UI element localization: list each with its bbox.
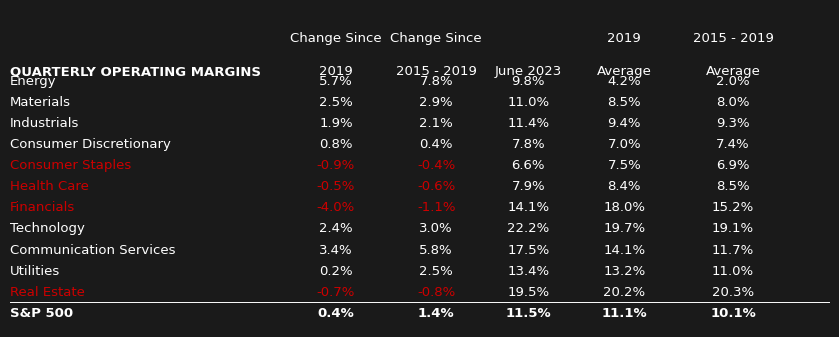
Text: 11.0%: 11.0% xyxy=(507,96,550,109)
Text: 0.4%: 0.4% xyxy=(317,307,354,320)
Text: 13.4%: 13.4% xyxy=(507,265,550,278)
Text: 7.9%: 7.9% xyxy=(512,180,545,193)
Text: Technology: Technology xyxy=(10,222,85,236)
Text: 9.8%: 9.8% xyxy=(512,75,545,88)
Text: S&P 500: S&P 500 xyxy=(10,307,73,320)
Text: -0.6%: -0.6% xyxy=(417,180,456,193)
Text: 8.5%: 8.5% xyxy=(607,96,641,109)
Text: 6.9%: 6.9% xyxy=(717,159,750,172)
Text: 2019: 2019 xyxy=(319,65,352,78)
Text: 20.3%: 20.3% xyxy=(712,286,754,299)
Text: Industrials: Industrials xyxy=(10,117,79,130)
Text: 14.1%: 14.1% xyxy=(603,244,645,256)
Text: 8.5%: 8.5% xyxy=(717,180,750,193)
Text: 8.4%: 8.4% xyxy=(607,180,641,193)
Text: 1.9%: 1.9% xyxy=(319,117,352,130)
Text: Real Estate: Real Estate xyxy=(10,286,85,299)
Text: 22.2%: 22.2% xyxy=(507,222,550,236)
Text: June 2023: June 2023 xyxy=(494,65,562,78)
Text: -0.5%: -0.5% xyxy=(316,180,355,193)
Text: 2.9%: 2.9% xyxy=(420,96,453,109)
Text: 8.0%: 8.0% xyxy=(717,96,750,109)
Text: 2.1%: 2.1% xyxy=(420,117,453,130)
Text: 5.8%: 5.8% xyxy=(420,244,453,256)
Text: 20.2%: 20.2% xyxy=(603,286,645,299)
Text: 5.7%: 5.7% xyxy=(319,75,352,88)
Text: 13.2%: 13.2% xyxy=(603,265,645,278)
Text: 7.4%: 7.4% xyxy=(717,138,750,151)
Text: 7.0%: 7.0% xyxy=(607,138,641,151)
Text: 0.8%: 0.8% xyxy=(319,138,352,151)
Text: Energy: Energy xyxy=(10,75,56,88)
Text: Change Since: Change Since xyxy=(290,32,382,45)
Text: -0.8%: -0.8% xyxy=(417,286,456,299)
Text: 4.2%: 4.2% xyxy=(607,75,641,88)
Text: 3.4%: 3.4% xyxy=(319,244,352,256)
Text: Health Care: Health Care xyxy=(10,180,89,193)
Text: 10.1%: 10.1% xyxy=(710,307,756,320)
Text: 19.7%: 19.7% xyxy=(603,222,645,236)
Text: 7.8%: 7.8% xyxy=(512,138,545,151)
Text: 11.0%: 11.0% xyxy=(712,265,754,278)
Text: -1.1%: -1.1% xyxy=(417,202,456,214)
Text: 0.2%: 0.2% xyxy=(319,265,352,278)
Text: 3.0%: 3.0% xyxy=(420,222,453,236)
Text: 1.4%: 1.4% xyxy=(418,307,455,320)
Text: Average: Average xyxy=(706,65,760,78)
Text: -0.9%: -0.9% xyxy=(317,159,355,172)
Text: 7.5%: 7.5% xyxy=(607,159,641,172)
Text: 18.0%: 18.0% xyxy=(603,202,645,214)
Text: 9.3%: 9.3% xyxy=(717,117,750,130)
Text: Communication Services: Communication Services xyxy=(10,244,175,256)
Text: -4.0%: -4.0% xyxy=(317,202,355,214)
Text: QUARTERLY OPERATING MARGINS: QUARTERLY OPERATING MARGINS xyxy=(10,65,261,78)
Text: 2.5%: 2.5% xyxy=(420,265,453,278)
Text: 17.5%: 17.5% xyxy=(507,244,550,256)
Text: Average: Average xyxy=(597,65,652,78)
Text: 14.1%: 14.1% xyxy=(507,202,550,214)
Text: Financials: Financials xyxy=(10,202,75,214)
Text: Consumer Staples: Consumer Staples xyxy=(10,159,131,172)
Text: 11.4%: 11.4% xyxy=(507,117,550,130)
Text: 0.4%: 0.4% xyxy=(420,138,453,151)
Text: 11.7%: 11.7% xyxy=(712,244,754,256)
Text: Materials: Materials xyxy=(10,96,70,109)
Text: 2019: 2019 xyxy=(607,32,641,45)
Text: 19.5%: 19.5% xyxy=(507,286,550,299)
Text: 11.5%: 11.5% xyxy=(505,307,551,320)
Text: 2015 - 2019: 2015 - 2019 xyxy=(693,32,774,45)
Text: Consumer Discretionary: Consumer Discretionary xyxy=(10,138,170,151)
Text: 6.6%: 6.6% xyxy=(512,159,545,172)
Text: 2.0%: 2.0% xyxy=(717,75,750,88)
Text: -0.4%: -0.4% xyxy=(417,159,456,172)
Text: 15.2%: 15.2% xyxy=(712,202,754,214)
Text: Change Since: Change Since xyxy=(390,32,482,45)
Text: 2.4%: 2.4% xyxy=(319,222,352,236)
Text: 2.5%: 2.5% xyxy=(319,96,352,109)
Text: 2015 - 2019: 2015 - 2019 xyxy=(396,65,477,78)
Text: 7.8%: 7.8% xyxy=(420,75,453,88)
Text: 19.1%: 19.1% xyxy=(712,222,754,236)
Text: Utilities: Utilities xyxy=(10,265,60,278)
Text: 11.1%: 11.1% xyxy=(602,307,647,320)
Text: -0.7%: -0.7% xyxy=(316,286,355,299)
Text: 9.4%: 9.4% xyxy=(607,117,641,130)
